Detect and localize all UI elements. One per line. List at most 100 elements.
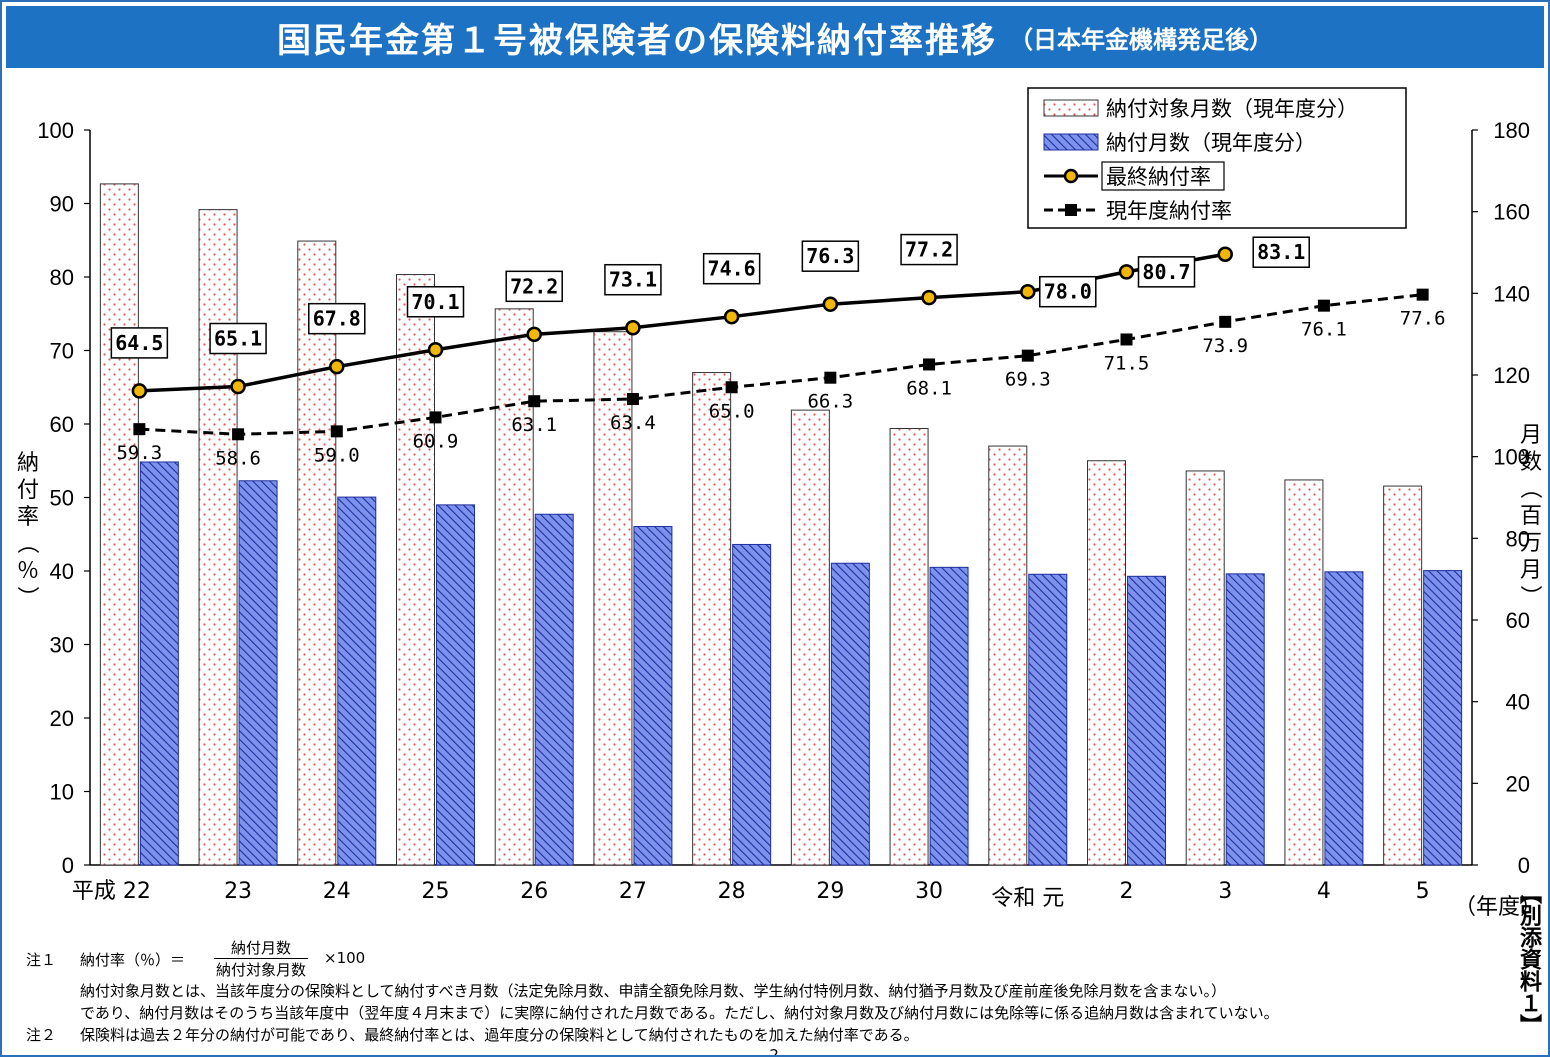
left-axis-title-char: ％ xyxy=(17,559,39,584)
data-label-box-final-rate xyxy=(1252,236,1310,268)
data-label-final-rate: 80.7 xyxy=(1142,260,1190,284)
bar-paid-months xyxy=(139,461,179,866)
x-tick-label: 25 xyxy=(422,879,450,904)
bar-paid-months xyxy=(1225,573,1265,866)
data-label-final-rate: 64.5 xyxy=(115,331,163,355)
data-label-current-year-rate: 60.9 xyxy=(413,430,459,452)
x-axis-unit: （年度） xyxy=(1454,895,1542,920)
page-number: -2- xyxy=(764,1046,785,1057)
data-label-final-rate: 73.1 xyxy=(609,268,657,292)
data-label-current-year-rate: 63.4 xyxy=(610,412,656,434)
marker-current-year-rate xyxy=(1219,315,1232,328)
bar-target-months xyxy=(494,308,534,866)
bar-target-months xyxy=(297,240,337,866)
legend-swatch-paid-months xyxy=(1043,133,1099,151)
right-tick-label: 60 xyxy=(1506,608,1530,633)
left-axis-title-char: 納 xyxy=(17,451,39,476)
note1-line2: 納付対象月数とは、当該年度分の保険料として納付すべき月数（法定免除月数、申請全額… xyxy=(80,982,1227,1000)
data-label-box-final-rate xyxy=(308,302,366,335)
bar-target-months xyxy=(396,274,435,866)
data-label-box-final-rate xyxy=(604,263,662,296)
bar-paid-months xyxy=(633,525,673,866)
left-tick-label: 60 xyxy=(50,412,74,437)
data-label-final-rate: 76.3 xyxy=(806,244,854,268)
left-tick-label: 50 xyxy=(50,486,74,511)
legend-label: 納付対象月数（現年度分） xyxy=(1106,97,1358,121)
marker-final-rate xyxy=(822,296,839,312)
legend-marker-current-year-rate xyxy=(1065,204,1077,216)
data-label-box-final-rate xyxy=(801,240,860,272)
marker-final-rate xyxy=(1217,246,1233,262)
bar-paid-months xyxy=(337,496,377,866)
data-label-current-year-rate: 63.1 xyxy=(511,414,557,436)
bar-paid-months xyxy=(830,562,870,866)
legend-label: 現年度納付率 xyxy=(1106,199,1232,223)
x-tick-label: 30 xyxy=(915,879,943,904)
data-label-final-rate: 67.8 xyxy=(313,307,361,331)
marker-final-rate xyxy=(1020,283,1036,300)
left-tick-label: 30 xyxy=(50,633,74,658)
left-axis-title-char: ） xyxy=(14,586,39,608)
note1-formula-lead: 納付率（％）＝ xyxy=(80,951,186,969)
bar-paid-months xyxy=(732,543,772,866)
data-label-current-year-rate: 77.6 xyxy=(1400,308,1446,330)
marker-current-year-rate xyxy=(923,358,936,371)
data-label-current-year-rate: 71.5 xyxy=(1104,352,1150,374)
note1-numerator: 納付月数 xyxy=(214,937,309,959)
legend-label: 納付月数（現年度分） xyxy=(1106,131,1316,155)
x-tick-label: 28 xyxy=(718,879,746,904)
bar-paid-months xyxy=(238,480,278,866)
data-label-final-rate: 72.2 xyxy=(510,274,558,298)
note1-line3: であり、納付月数はそのうち当該年度中（翌年度４月末まで）に実際に納付された月数で… xyxy=(80,1004,1279,1022)
data-label-current-year-rate: 66.3 xyxy=(807,391,853,413)
right-axis-title-char: （ xyxy=(1517,477,1542,499)
line-current-year-rate xyxy=(139,293,1423,436)
bar-target-months xyxy=(1087,460,1126,866)
data-label-final-rate: 83.1 xyxy=(1257,240,1305,264)
data-label-current-year-rate: 76.1 xyxy=(1301,319,1347,341)
bar-target-months xyxy=(1284,479,1324,866)
bar-paid-months xyxy=(1423,570,1463,866)
title-bar: 国民年金第１号被保険者の保険料納付率推移 （日本年金機構発足後） xyxy=(6,6,1544,68)
right-tick-label: 0 xyxy=(1518,853,1530,878)
marker-final-rate xyxy=(921,289,937,306)
marker-final-rate xyxy=(131,383,148,399)
left-axis-title-char: 付 xyxy=(17,478,39,503)
bar-paid-months xyxy=(1127,575,1166,866)
bar-target-months xyxy=(1383,485,1423,866)
left-tick-label: 0 xyxy=(62,853,74,878)
bar-paid-months xyxy=(1028,573,1068,866)
x-tick-label: 3 xyxy=(1218,879,1232,904)
x-tick-label: 24 xyxy=(323,879,351,904)
left-tick-label: 80 xyxy=(50,265,74,290)
left-tick-label: 70 xyxy=(50,339,74,364)
legend-label: 最終納付率 xyxy=(1106,165,1211,189)
data-label-box-final-rate xyxy=(702,252,761,285)
note2-text: 保険料は過去２年分の納付が可能であり、最終納付率とは、過年度分の保険料として納付… xyxy=(80,1026,919,1044)
left-tick-label: 20 xyxy=(50,706,74,731)
x-tick-label: 2 xyxy=(1120,879,1134,904)
data-label-box-final-rate xyxy=(406,286,465,318)
note1-fraction: 納付月数 納付対象月数 xyxy=(214,937,309,980)
right-tick-label: 40 xyxy=(1506,690,1530,715)
right-axis-title-char: 月 xyxy=(1520,423,1542,448)
right-axis-title-char: 万 xyxy=(1520,531,1542,556)
marker-final-rate xyxy=(1118,264,1135,280)
bar-paid-months xyxy=(436,504,475,866)
data-label-box-final-rate xyxy=(209,322,267,355)
data-label-current-year-rate: 58.6 xyxy=(215,447,261,469)
data-label-box-final-rate xyxy=(505,270,563,303)
bar-target-months xyxy=(593,331,633,866)
right-tick-label: 140 xyxy=(1493,281,1530,306)
marker-current-year-rate xyxy=(232,428,245,441)
marker-final-rate xyxy=(427,342,444,358)
data-label-final-rate: 70.1 xyxy=(411,290,459,314)
bar-target-months xyxy=(692,372,732,866)
right-tick-label: 120 xyxy=(1493,363,1530,388)
bar-target-months xyxy=(198,209,238,866)
marker-current-year-rate xyxy=(725,381,738,394)
data-label-final-rate: 74.6 xyxy=(708,257,756,281)
data-label-box-final-rate xyxy=(900,233,958,266)
left-axis-title-char: 率 xyxy=(17,505,39,530)
marker-current-year-rate xyxy=(528,395,541,408)
